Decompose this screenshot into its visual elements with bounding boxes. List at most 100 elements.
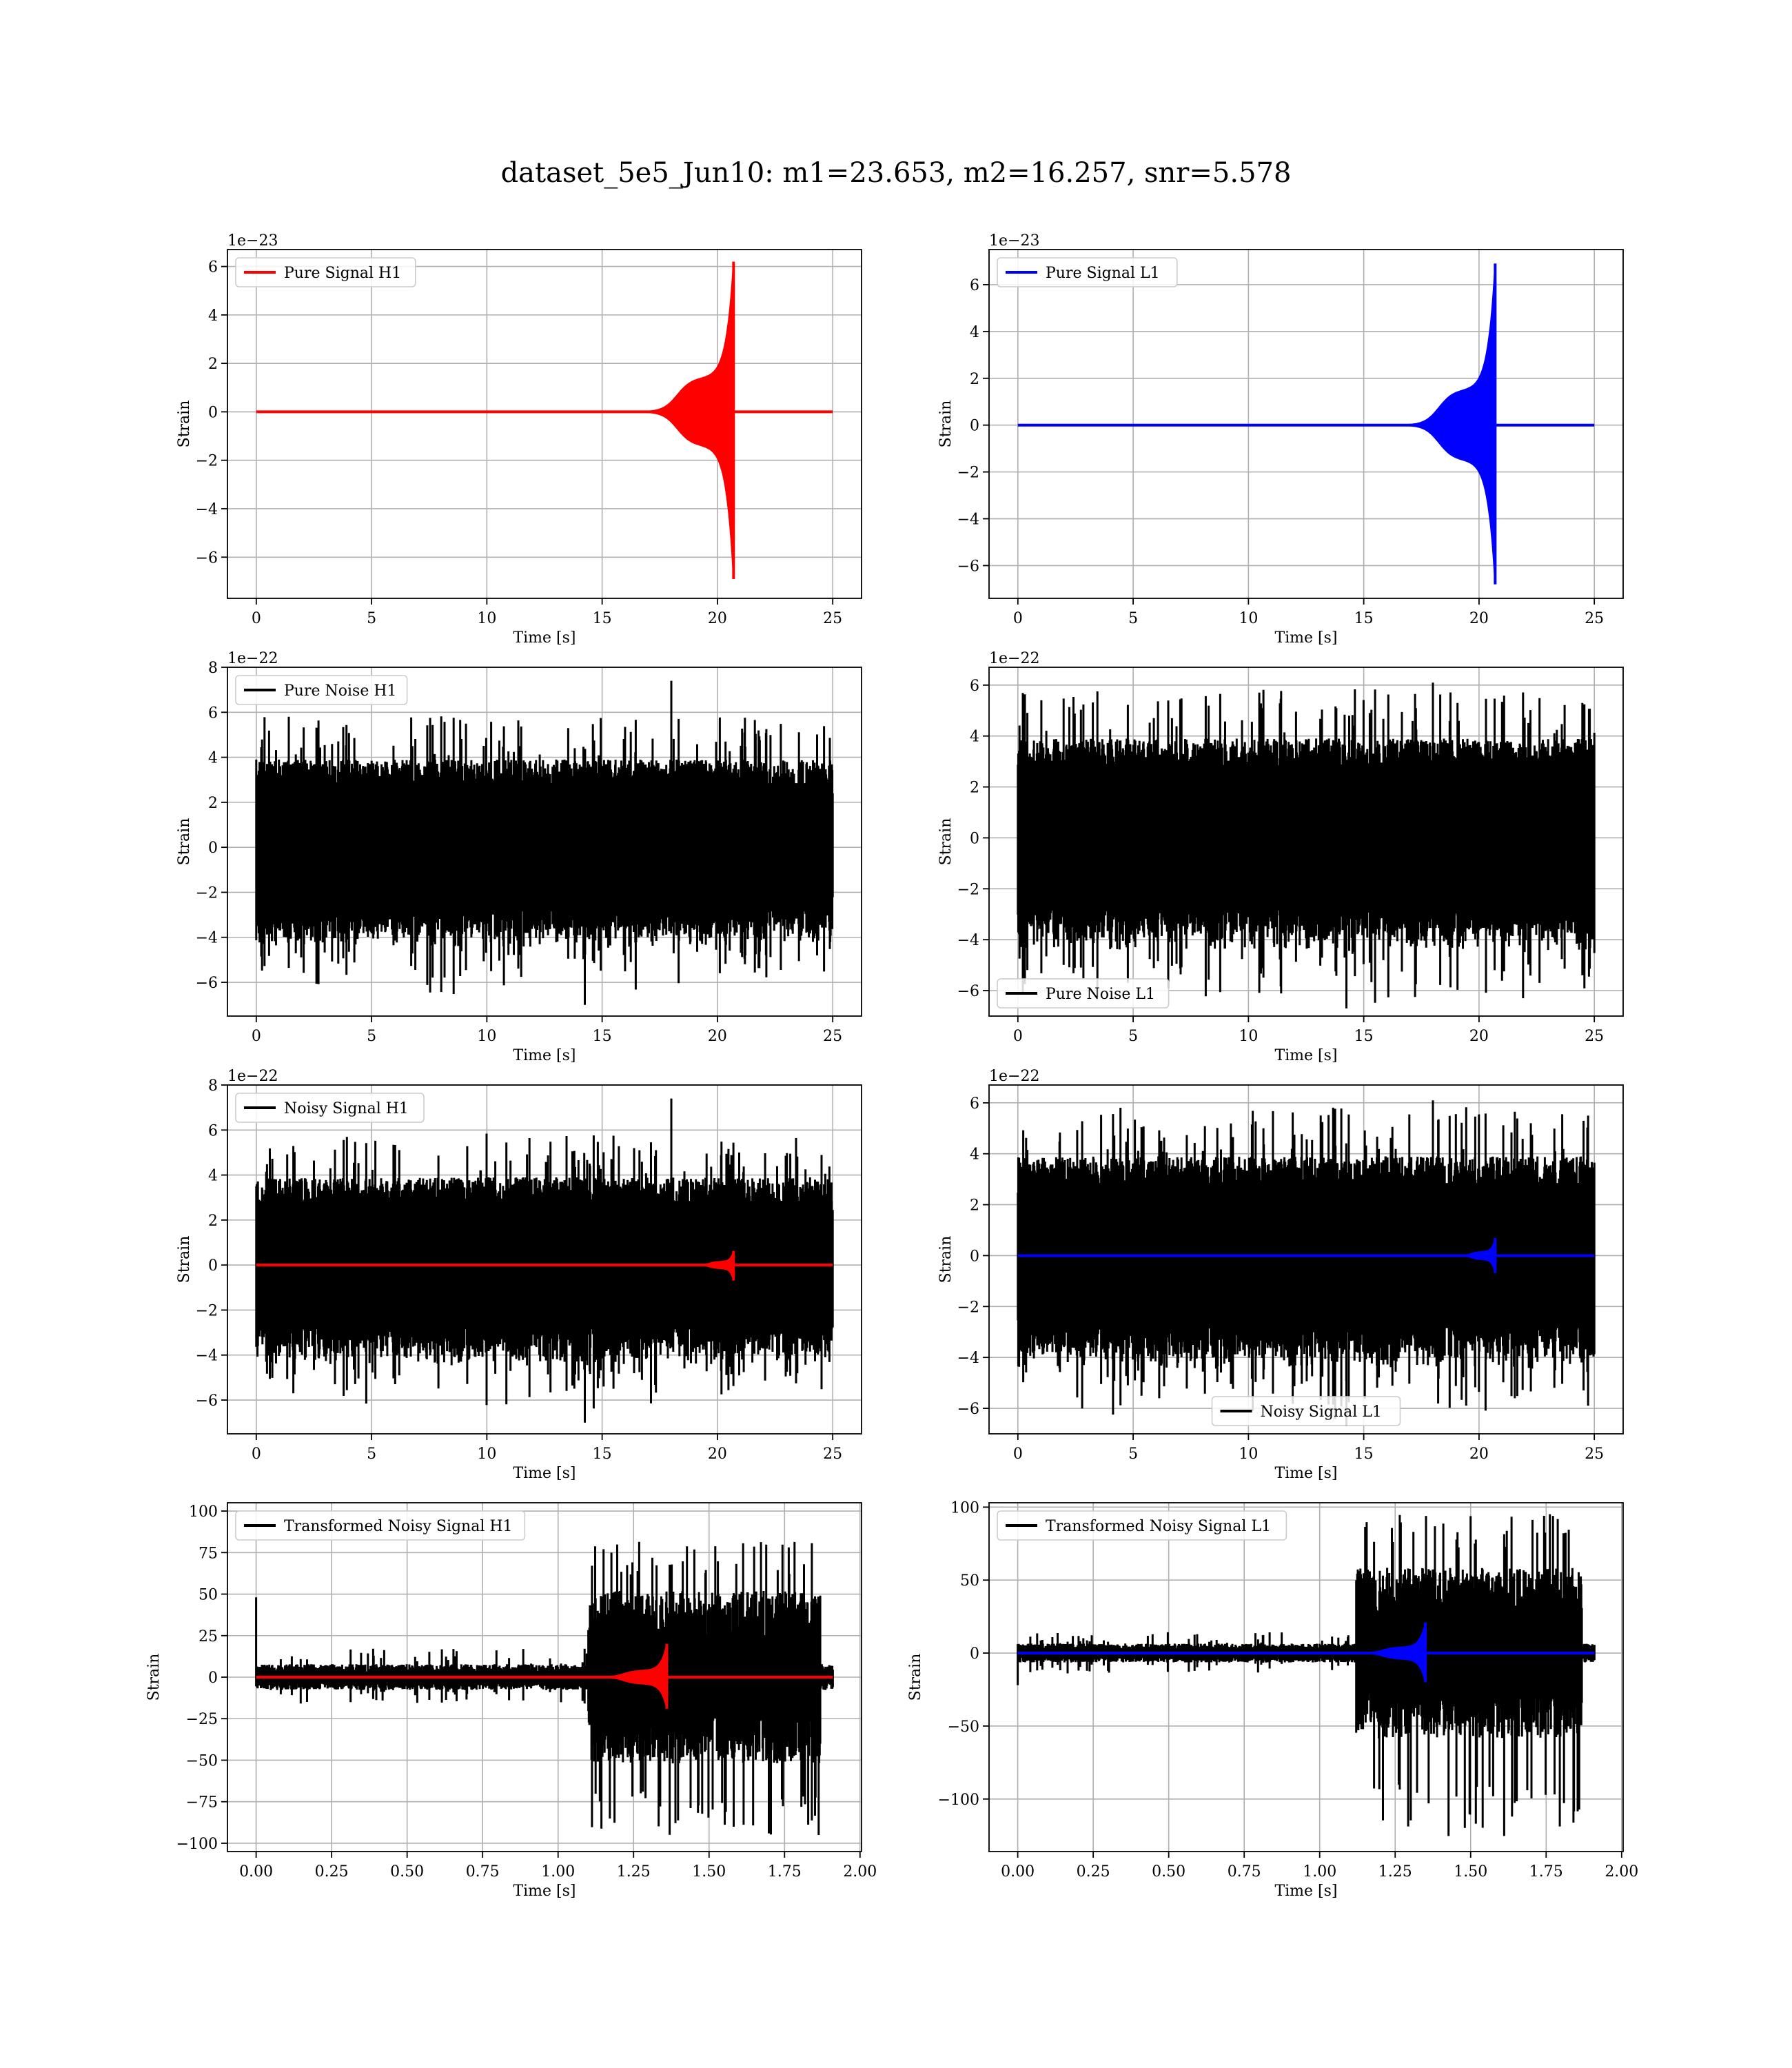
noisy-signal-h1-xtick-label-2: 10 [477,1446,496,1463]
noisy-signal-l1-offset-text: 1e−22 [989,1068,1039,1085]
noisy-signal-h1-xtick-label-4: 20 [708,1446,727,1463]
noisy-signal-h1-xlabel: Time [s] [513,1465,576,1482]
pure-noise-h1-legend-label: Pure Noise H1 [284,682,397,700]
transformed-noisy-signal-l1-xtick-label-5: 1.25 [1378,1863,1412,1881]
pure-noise-h1-xtick-label-3: 15 [593,1028,612,1045]
pure-signal-h1-legend-box [235,257,416,287]
pure-noise-h1-ylabel: Strain [176,818,193,866]
noisy-signal-h1-xtick-label-5: 25 [823,1446,842,1463]
pure-signal-h1-panel: 0 5 10 15 20 25 −6 −4 −2 0 2 4 6 1e−23 Time [s] Strain P… [176,232,862,647]
noisy-signal-h1-frame [227,1084,862,1435]
transformed-noisy-signal-h1-xtick-label-0: 0.00 [239,1863,273,1881]
transformed-noisy-signal-h1-legend: Transformed Noisy Signal H1 [235,1510,526,1541]
noisy-signal-l1-ytick-label-0: −6 [957,1401,979,1418]
transformed-noisy-signal-h1-ytick-label-6: 50 [198,1587,218,1604]
noisy-signal-l1-xtick-label-1: 5 [1128,1446,1138,1463]
transformed-noisy-signal-l1-ytick-label-1: −50 [948,1719,979,1736]
transformed-noisy-signal-h1-ytick-label-2: −50 [186,1752,218,1770]
pure-signal-h1-ylabel: Strain [176,401,193,448]
pure-noise-h1-ytick-label-4: 2 [208,795,218,812]
transformed-noisy-signal-l1-ylabel: Strain [907,1654,924,1701]
noisy-signal-l1-ytick-label-4: 2 [970,1197,979,1215]
noisy-signal-h1-ylabel: Strain [176,1236,193,1284]
pure-signal-h1-legend: Pure Signal H1 [235,257,416,287]
pure-noise-h1-legend: Pure Noise H1 [235,675,408,705]
pure-noise-h1-frame [227,667,862,1017]
pure-signal-h1-xlabel: Time [s] [513,629,576,647]
pure-signal-l1-xtick-label-5: 25 [1585,610,1604,627]
pure-signal-l1-xlabel: Time [s] [1274,629,1337,647]
pure-noise-h1-offset-text: 1e−22 [227,650,278,667]
pure-noise-l1-legend: Pure Noise L1 [997,978,1170,1008]
transformed-noisy-signal-h1-xtick-label-1: 0.25 [315,1863,349,1881]
pure-signal-l1-xtick-label-0: 0 [1013,610,1023,627]
noisy-signal-h1-ytick-label-7: 8 [208,1077,218,1095]
transformed-noisy-signal-h1-ytick-label-4: 0 [208,1670,218,1687]
pure-noise-h1-xtick-label-5: 25 [823,1028,842,1045]
noisy-signal-l1-xlabel: Time [s] [1274,1465,1337,1482]
figure-title: dataset_5e5_Jun10: m1=23.653, m2=16.257,… [500,157,1292,189]
transformed-noisy-signal-l1-xtick-label-1: 0.25 [1077,1863,1110,1881]
transformed-noisy-signal-l1-legend-box [997,1510,1287,1541]
pure-signal-l1-xtick-label-4: 20 [1469,610,1489,627]
pure-noise-h1-panel: 0 5 10 15 20 25 −6 −4 −2 0 2 4 6 8 1e−22 Time [s] Strain… [176,650,862,1064]
transformed-noisy-signal-h1-ytick-label-1: −75 [186,1794,218,1812]
pure-signal-l1-legend-box [997,257,1178,287]
pure-signal-h1-xtick-label-1: 5 [367,610,376,627]
pure-noise-h1-ytick-label-2: −2 [196,884,218,902]
noisy-signal-h1-xtick-label-1: 5 [367,1446,376,1463]
noisy-signal-h1-offset-text: 1e−22 [227,1068,278,1085]
noisy-signal-h1-ytick-label-2: −2 [196,1302,218,1319]
noisy-signal-l1-legend: Noisy Signal L1 [1211,1396,1401,1426]
noisy-signal-h1-ytick-label-1: −4 [196,1348,218,1365]
pure-signal-l1-legend-label: Pure Signal L1 [1046,265,1160,282]
pure-signal-l1-ytick-label-0: −6 [957,558,979,575]
pure-signal-h1-legend-label: Pure Signal H1 [284,265,401,282]
pure-noise-l1-ylabel: Strain [937,818,955,866]
pure-signal-l1-ytick-label-1: −4 [957,511,979,529]
transformed-noisy-signal-h1-ytick-label-8: 100 [189,1503,218,1521]
pure-signal-l1-xtick-label-3: 15 [1354,610,1374,627]
noisy-signal-l1-frame [988,1084,1624,1435]
noisy-signal-l1-panel: 0 5 10 15 20 25 −6 −4 −2 0 2 4 6 1e−22 Time [s] Strain N… [937,1068,1624,1482]
transformed-noisy-signal-h1-xtick-label-2: 0.50 [390,1863,424,1881]
pure-signal-h1-xtick-label-5: 25 [823,610,842,627]
transformed-noisy-signal-h1-xtick-label-7: 1.75 [768,1863,802,1881]
pure-signal-l1-ytick-label-6: 6 [970,277,979,294]
pure-noise-h1-xtick-label-4: 20 [708,1028,727,1045]
transformed-noisy-signal-l1-ytick-label-0: −100 [938,1792,979,1809]
transformed-noisy-signal-h1-ytick-label-5: 25 [198,1628,218,1645]
transformed-noisy-signal-l1-xtick-label-6: 1.50 [1454,1863,1487,1881]
transformed-noisy-signal-h1-xtick-label-6: 1.50 [692,1863,726,1881]
pure-signal-h1-offset-text: 1e−23 [227,232,278,250]
pure-noise-l1-xtick-label-3: 15 [1354,1028,1374,1045]
pure-signal-h1-frame [227,249,862,599]
pure-noise-l1-xtick-label-1: 5 [1128,1028,1138,1045]
noisy-signal-h1-legend: Noisy Signal H1 [235,1093,425,1123]
noisy-signal-l1-xtick-label-3: 15 [1354,1446,1374,1463]
pure-signal-h1-ytick-label-0: −6 [196,549,218,567]
transformed-noisy-signal-h1-xtick-label-3: 0.75 [466,1863,500,1881]
pure-noise-l1-ytick-label-6: 6 [970,678,979,695]
noisy-signal-h1-panel: 0 5 10 15 20 25 −6 −4 −2 0 2 4 6 8 1e−22 Time [s] Strain… [176,1068,862,1482]
pure-signal-l1-frame [988,249,1624,599]
transformed-noisy-signal-l1-ytick-label-2: 0 [970,1645,979,1663]
transformed-noisy-signal-h1-xtick-label-4: 1.00 [541,1863,575,1881]
noisy-signal-l1-ytick-label-1: −4 [957,1350,979,1367]
pure-noise-h1-xtick-label-2: 10 [477,1028,496,1045]
pure-signal-l1-panel: 0 5 10 15 20 25 −6 −4 −2 0 2 4 6 1e−23 Time [s] Strain P… [937,232,1624,647]
transformed-noisy-signal-l1-xtick-label-3: 0.75 [1228,1863,1261,1881]
noisy-signal-h1-legend-box [235,1093,425,1123]
noisy-signal-h1-series-0 [255,1098,834,1423]
pure-noise-l1-ytick-label-0: −6 [957,983,979,1000]
transformed-noisy-signal-h1-ytick-label-3: −25 [186,1711,218,1728]
pure-noise-l1-xtick-label-2: 10 [1239,1028,1258,1045]
transformed-noisy-signal-h1-xtick-label-8: 2.00 [843,1863,877,1881]
pure-signal-h1-ytick-label-1: −4 [196,501,218,518]
transformed-noisy-signal-l1-legend-label: Transformed Noisy Signal L1 [1046,1518,1271,1535]
transformed-noisy-signal-h1-ylabel: Strain [145,1654,163,1701]
pure-noise-h1-ytick-label-0: −6 [196,975,218,992]
transformed-noisy-signal-h1-xtick-label-5: 1.25 [617,1863,651,1881]
pure-noise-h1-ytick-label-1: −4 [196,930,218,947]
